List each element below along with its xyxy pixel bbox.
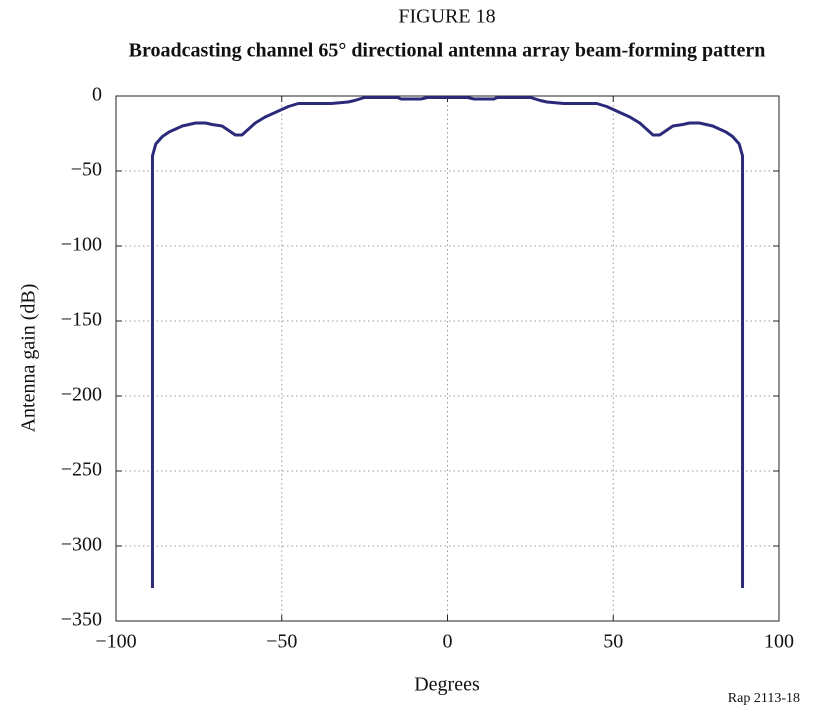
x-tick-label: −50: [266, 631, 297, 653]
x-axis-label: Degrees: [414, 674, 480, 696]
x-tick-label: 50: [603, 631, 623, 653]
y-tick-label: −100: [61, 234, 102, 256]
y-tick-label: −350: [61, 609, 102, 631]
y-tick-label: −200: [61, 384, 102, 406]
chart-title: Broadcasting channel 65° directional ant…: [129, 40, 766, 62]
x-tick-label: −100: [95, 631, 136, 653]
y-tick-label: −250: [61, 459, 102, 481]
data-line: [150, 96, 745, 588]
y-tick-label: −150: [61, 309, 102, 331]
x-tick-label: 100: [764, 631, 794, 653]
y-axis-label: Antenna gain (dB): [18, 284, 40, 433]
y-tick-label: −50: [71, 159, 102, 181]
x-tick-label: 0: [443, 631, 453, 653]
figure-label: FIGURE 18: [398, 6, 495, 28]
y-tick-label: 0: [92, 84, 102, 106]
source-note: Rap 2113-18: [728, 691, 800, 706]
y-tick-label: −300: [61, 534, 102, 556]
